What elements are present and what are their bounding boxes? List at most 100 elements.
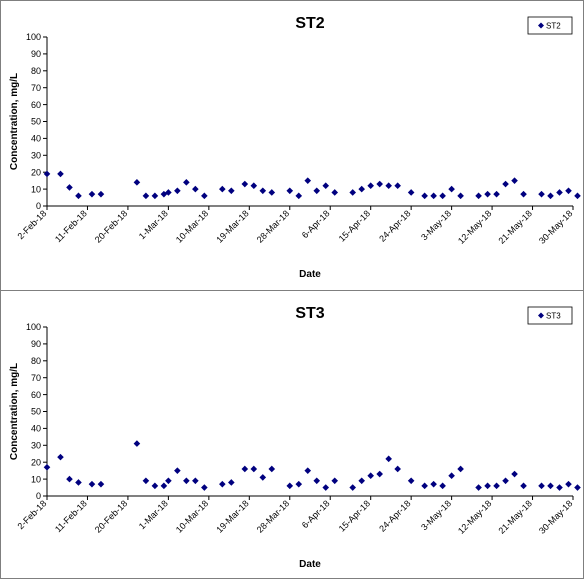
data-point <box>475 484 482 491</box>
x-tick-label: 6-Apr-18 <box>300 208 332 240</box>
data-point <box>448 472 455 480</box>
x-tick-label: 3-May-18 <box>419 498 453 532</box>
x-axis-title: Date <box>299 269 321 280</box>
y-tick-label: 0 <box>36 201 41 211</box>
data-point <box>192 477 199 485</box>
data-point <box>151 482 159 490</box>
data-point <box>183 179 190 186</box>
data-point <box>75 192 82 200</box>
data-point <box>250 182 258 190</box>
x-tick-label: 2-Feb-18 <box>16 208 49 241</box>
data-point <box>407 189 415 196</box>
data-point <box>286 187 294 195</box>
data-point <box>313 187 321 195</box>
y-tick-label: 30 <box>31 151 41 161</box>
x-tick-label: 11-Feb-18 <box>53 498 89 534</box>
y-axis-title: Concentration, mg/L <box>9 363 20 460</box>
data-point <box>502 180 509 188</box>
data-point <box>322 484 330 491</box>
data-point <box>457 465 464 473</box>
data-point <box>574 192 581 200</box>
x-tick-label: 21-May-18 <box>496 498 533 535</box>
data-point <box>349 484 357 491</box>
data-point <box>165 477 172 485</box>
chart-st3-svg: ST3 ST3 0 10 20 30 40 50 60 70 80 90 100 2-Feb-18 11-F… <box>9 305 581 570</box>
data-point <box>304 177 312 184</box>
data-point <box>97 480 105 488</box>
data-point <box>520 190 527 198</box>
y-tick-label: 0 <box>36 491 41 501</box>
y-tick-label: 20 <box>31 457 41 467</box>
data-point <box>439 482 446 490</box>
data-point <box>565 480 572 488</box>
data-point <box>57 453 64 461</box>
legend-box <box>527 16 573 35</box>
data-point <box>367 182 374 190</box>
data-point <box>520 482 527 490</box>
data-point <box>183 477 190 485</box>
x-tick-label: 15-Apr-18 <box>337 498 372 533</box>
legend-label: ST2 <box>546 22 561 31</box>
data-point <box>493 190 500 198</box>
data-point <box>421 482 428 490</box>
data-point <box>358 185 366 193</box>
y-tick-label: 60 <box>31 100 41 110</box>
data-point <box>66 184 73 191</box>
x-tick-label: 10-Mar-18 <box>174 208 210 244</box>
x-tick-label: 19-Mar-18 <box>214 498 250 534</box>
data-point <box>192 185 199 193</box>
y-tick-label: 50 <box>31 407 41 417</box>
chart-st2-svg: ST2 ST2 0 10 20 30 40 50 60 70 80 90 100 2-Feb-18 11-F… <box>9 15 581 280</box>
y-tick-label: 90 <box>31 49 41 59</box>
data-point <box>547 192 554 200</box>
data-point <box>75 479 82 486</box>
data-point <box>43 463 51 471</box>
y-tick-label: 100 <box>26 322 41 332</box>
x-tick-label: 21-May-18 <box>496 208 533 245</box>
y-tick-label: 70 <box>31 83 41 93</box>
y-tick-label: 80 <box>31 66 41 76</box>
y-tick-label: 90 <box>31 339 41 349</box>
data-point <box>574 484 581 491</box>
x-axis-title: Date <box>299 559 321 570</box>
x-tick-label: 11-Feb-18 <box>53 208 89 244</box>
y-tick-label: 70 <box>31 373 41 383</box>
x-tick-label: 19-Mar-18 <box>214 208 250 244</box>
x-tick-label: 24-Apr-18 <box>377 498 412 533</box>
data-point <box>394 182 401 190</box>
legend-marker <box>538 312 544 319</box>
data-point <box>430 480 437 488</box>
data-point <box>511 470 518 478</box>
data-point <box>201 192 208 200</box>
legend: ST3 <box>527 306 573 325</box>
data-point <box>228 187 235 195</box>
data-point <box>313 477 321 485</box>
data-point <box>201 484 208 491</box>
data-point <box>358 477 366 485</box>
data-point <box>66 475 73 483</box>
data-point <box>268 189 276 196</box>
legend-box <box>527 306 573 325</box>
y-tick-label: 10 <box>31 474 41 484</box>
data-point <box>88 480 96 488</box>
data-point <box>475 192 482 200</box>
y-axis-title: Concentration, mg/L <box>9 73 20 170</box>
x-tick-label: 28-Mar-18 <box>255 208 291 244</box>
data-point <box>502 477 509 485</box>
chart-title: ST2 <box>295 15 324 32</box>
data-point <box>349 189 357 196</box>
y-tick-label: 10 <box>31 184 41 194</box>
data-point <box>250 465 258 473</box>
data-point <box>133 179 141 186</box>
x-tick-label: 30-May-18 <box>537 208 574 245</box>
data-point <box>394 465 401 473</box>
data-point <box>174 467 181 474</box>
x-tick-label: 24-Apr-18 <box>377 208 412 243</box>
chart-st2: ST2 ST2 0 10 20 30 40 50 60 70 80 90 100 2-Feb-18 11-F… <box>0 0 584 291</box>
x-tick-label: 1-Mar-18 <box>137 498 170 531</box>
data-point <box>165 189 172 196</box>
data-point <box>295 480 303 488</box>
x-tick-label: 3-May-18 <box>419 208 453 242</box>
data-point <box>286 482 294 490</box>
y-tick-label: 30 <box>31 441 41 451</box>
